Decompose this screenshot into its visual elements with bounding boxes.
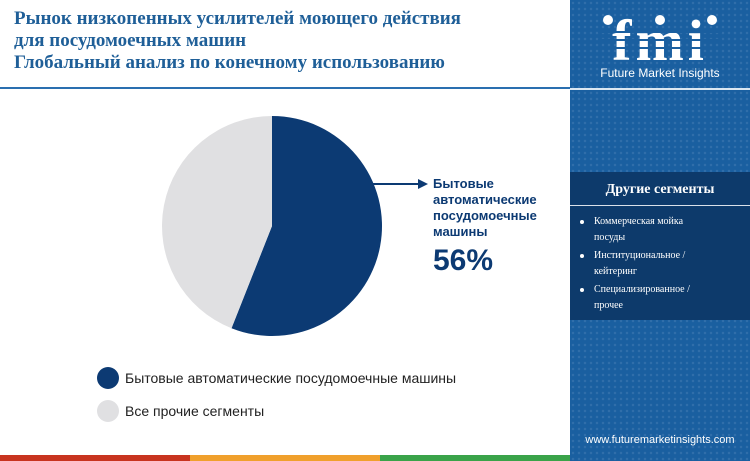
accent-bar-orange (190, 455, 380, 461)
bullet-icon (580, 288, 584, 292)
pie-slice-0 (231, 116, 383, 336)
legend-swatch-household (97, 367, 119, 389)
title-divider (0, 87, 570, 89)
segment-commercial-line-1: Коммерческая мойка (594, 216, 684, 227)
bullet-icon (580, 254, 584, 258)
segment-institutional-line-1: Институциональное / (594, 250, 686, 261)
segment-item-specialized: Специализированное / прочее (578, 282, 746, 314)
callout-line-1: Бытовые (433, 176, 494, 191)
legend-swatch-other (97, 400, 119, 422)
accent-bar-green (380, 455, 570, 461)
callout-line-2: автоматические (433, 192, 537, 207)
logo-dot-2 (655, 15, 665, 25)
callout-value: 56% (433, 244, 494, 277)
segments-title-divider (570, 205, 750, 206)
legend: Бытовые автоматические посудомоечные маш… (97, 367, 456, 433)
segments-list: Коммерческая мойка посуды Институциональ… (578, 214, 746, 316)
callout-line-3: посудомоечные (433, 208, 537, 223)
legend-item-household: Бытовые автоматические посудомоечные маш… (97, 367, 456, 389)
logo-dot-3 (707, 15, 717, 25)
segment-specialized-line-2: прочее (594, 300, 623, 311)
sidebar: fmi Future Market Insights Другие сегмен… (570, 0, 750, 461)
legend-label-household: Бытовые автоматические посудомоечные маш… (125, 370, 457, 386)
segment-institutional-line-2: кейтеринг (594, 266, 638, 277)
callout-label: Бытовые автоматические посудомоечные маш… (433, 176, 568, 278)
chart-area: Рынок низкопенных усилителей моющего дей… (0, 8, 570, 461)
bullet-icon (580, 220, 584, 224)
fmi-logo: fmi (598, 8, 722, 73)
callout-line-4: машины (433, 224, 488, 239)
chart-title: Рынок низкопенных усилителей моющего дей… (14, 8, 564, 74)
title-line-2: для посудомоечных машин (14, 30, 247, 51)
segment-item-institutional: Институциональное / кейтеринг (578, 248, 746, 280)
other-segments-panel: Другие сегменты Коммерческая мойка посуд… (570, 172, 750, 320)
callout-arrow-head-icon (418, 179, 428, 189)
legend-label-other: Все прочие сегменты (125, 403, 265, 419)
segment-commercial-line-2: посуды (594, 232, 626, 243)
accent-bar-red (0, 455, 190, 461)
title-line-3: Глобальный анализ по конечному использов… (14, 52, 445, 73)
sidebar-divider (570, 88, 750, 90)
logo-caption: Future Market Insights (600, 66, 720, 80)
segment-item-commercial: Коммерческая мойка посуды (578, 214, 746, 246)
pie-chart (162, 116, 428, 336)
pie-slice-1 (162, 116, 272, 329)
logo-dot-1 (603, 15, 613, 25)
legend-item-other: Все прочие сегменты (97, 400, 456, 422)
website-link[interactable]: www.futuremarketinsights.com (585, 434, 735, 446)
other-segments-title: Другие сегменты (605, 182, 715, 197)
title-line-1: Рынок низкопенных усилителей моющего дей… (14, 8, 461, 29)
callout-label-text: Бытовые автоматические посудомоечные маш… (433, 176, 568, 240)
segment-specialized-line-1: Специализированное / (594, 284, 690, 295)
